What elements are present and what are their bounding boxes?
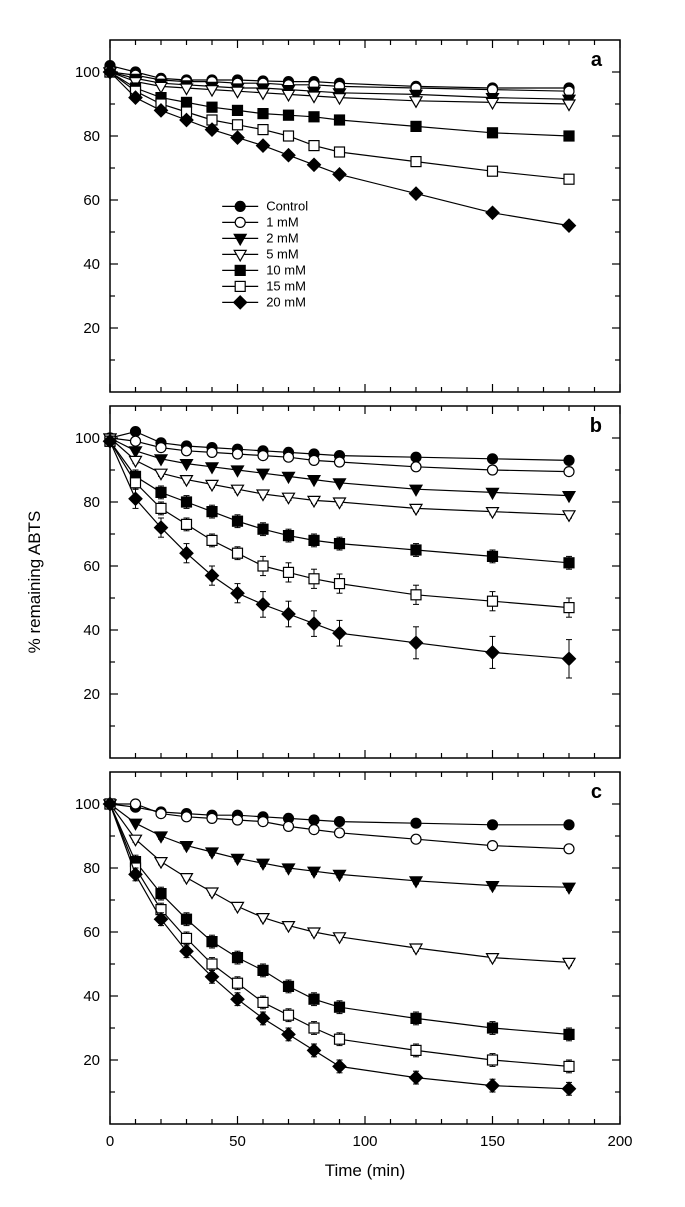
figure-container: 20 40 60 80 100 a Control1 mM2 mM5 mM10 mM15 m… [0, 0, 685, 1207]
y-tick-label: 60 [83, 192, 100, 209]
y-tick-label: 80 [83, 128, 100, 145]
y-tick-label: 40 [83, 988, 100, 1005]
y-tick-label: 100 [75, 64, 100, 81]
y-tick-label: 60 [83, 924, 100, 941]
panel-c: 20 40 60 80 100 0 50 100 150 200 c [75, 772, 633, 1150]
y-tick-label: 20 [83, 686, 100, 703]
x-axis-title: Time (min) [325, 1161, 406, 1180]
y-tick-label: 40 [83, 256, 100, 273]
x-tick-label: 200 [607, 1133, 632, 1150]
panel-b: 20 40 60 80 100 b [75, 406, 620, 758]
panel-letter: c [591, 781, 602, 803]
legend-label: 5 mM [266, 246, 299, 261]
x-tick-label: 50 [229, 1133, 246, 1150]
legend-label: 10 mM [266, 262, 306, 277]
legend-label: 20 mM [266, 294, 306, 309]
y-tick-label: 80 [83, 860, 100, 877]
panel-a: 20 40 60 80 100 a Control1 mM2 mM5 mM10 mM15 m… [75, 40, 620, 392]
legend-label: 15 mM [266, 278, 306, 293]
y-tick-label: 100 [75, 796, 100, 813]
y-tick-label: 100 [75, 430, 100, 447]
y-axis-title: % remaining ABTS [25, 511, 44, 654]
y-tick-label: 40 [83, 622, 100, 639]
x-tick-label: 150 [480, 1133, 505, 1150]
plot-border [110, 406, 620, 758]
y-tick-label: 80 [83, 494, 100, 511]
legend-label: 2 mM [266, 230, 299, 245]
x-tick-label: 100 [352, 1133, 377, 1150]
x-tick-label: 0 [106, 1133, 114, 1150]
legend-label: Control [266, 198, 308, 213]
y-tick-label: 20 [83, 320, 100, 337]
panel-letter: b [590, 415, 602, 437]
panel-letter: a [591, 49, 603, 71]
series-line-mm10 [110, 804, 569, 1034]
y-tick-label: 20 [83, 1052, 100, 1069]
chart-svg: 20 40 60 80 100 a Control1 mM2 mM5 mM10 mM15 m… [0, 0, 685, 1207]
y-tick-label: 60 [83, 558, 100, 575]
legend-label: 1 mM [266, 214, 299, 229]
